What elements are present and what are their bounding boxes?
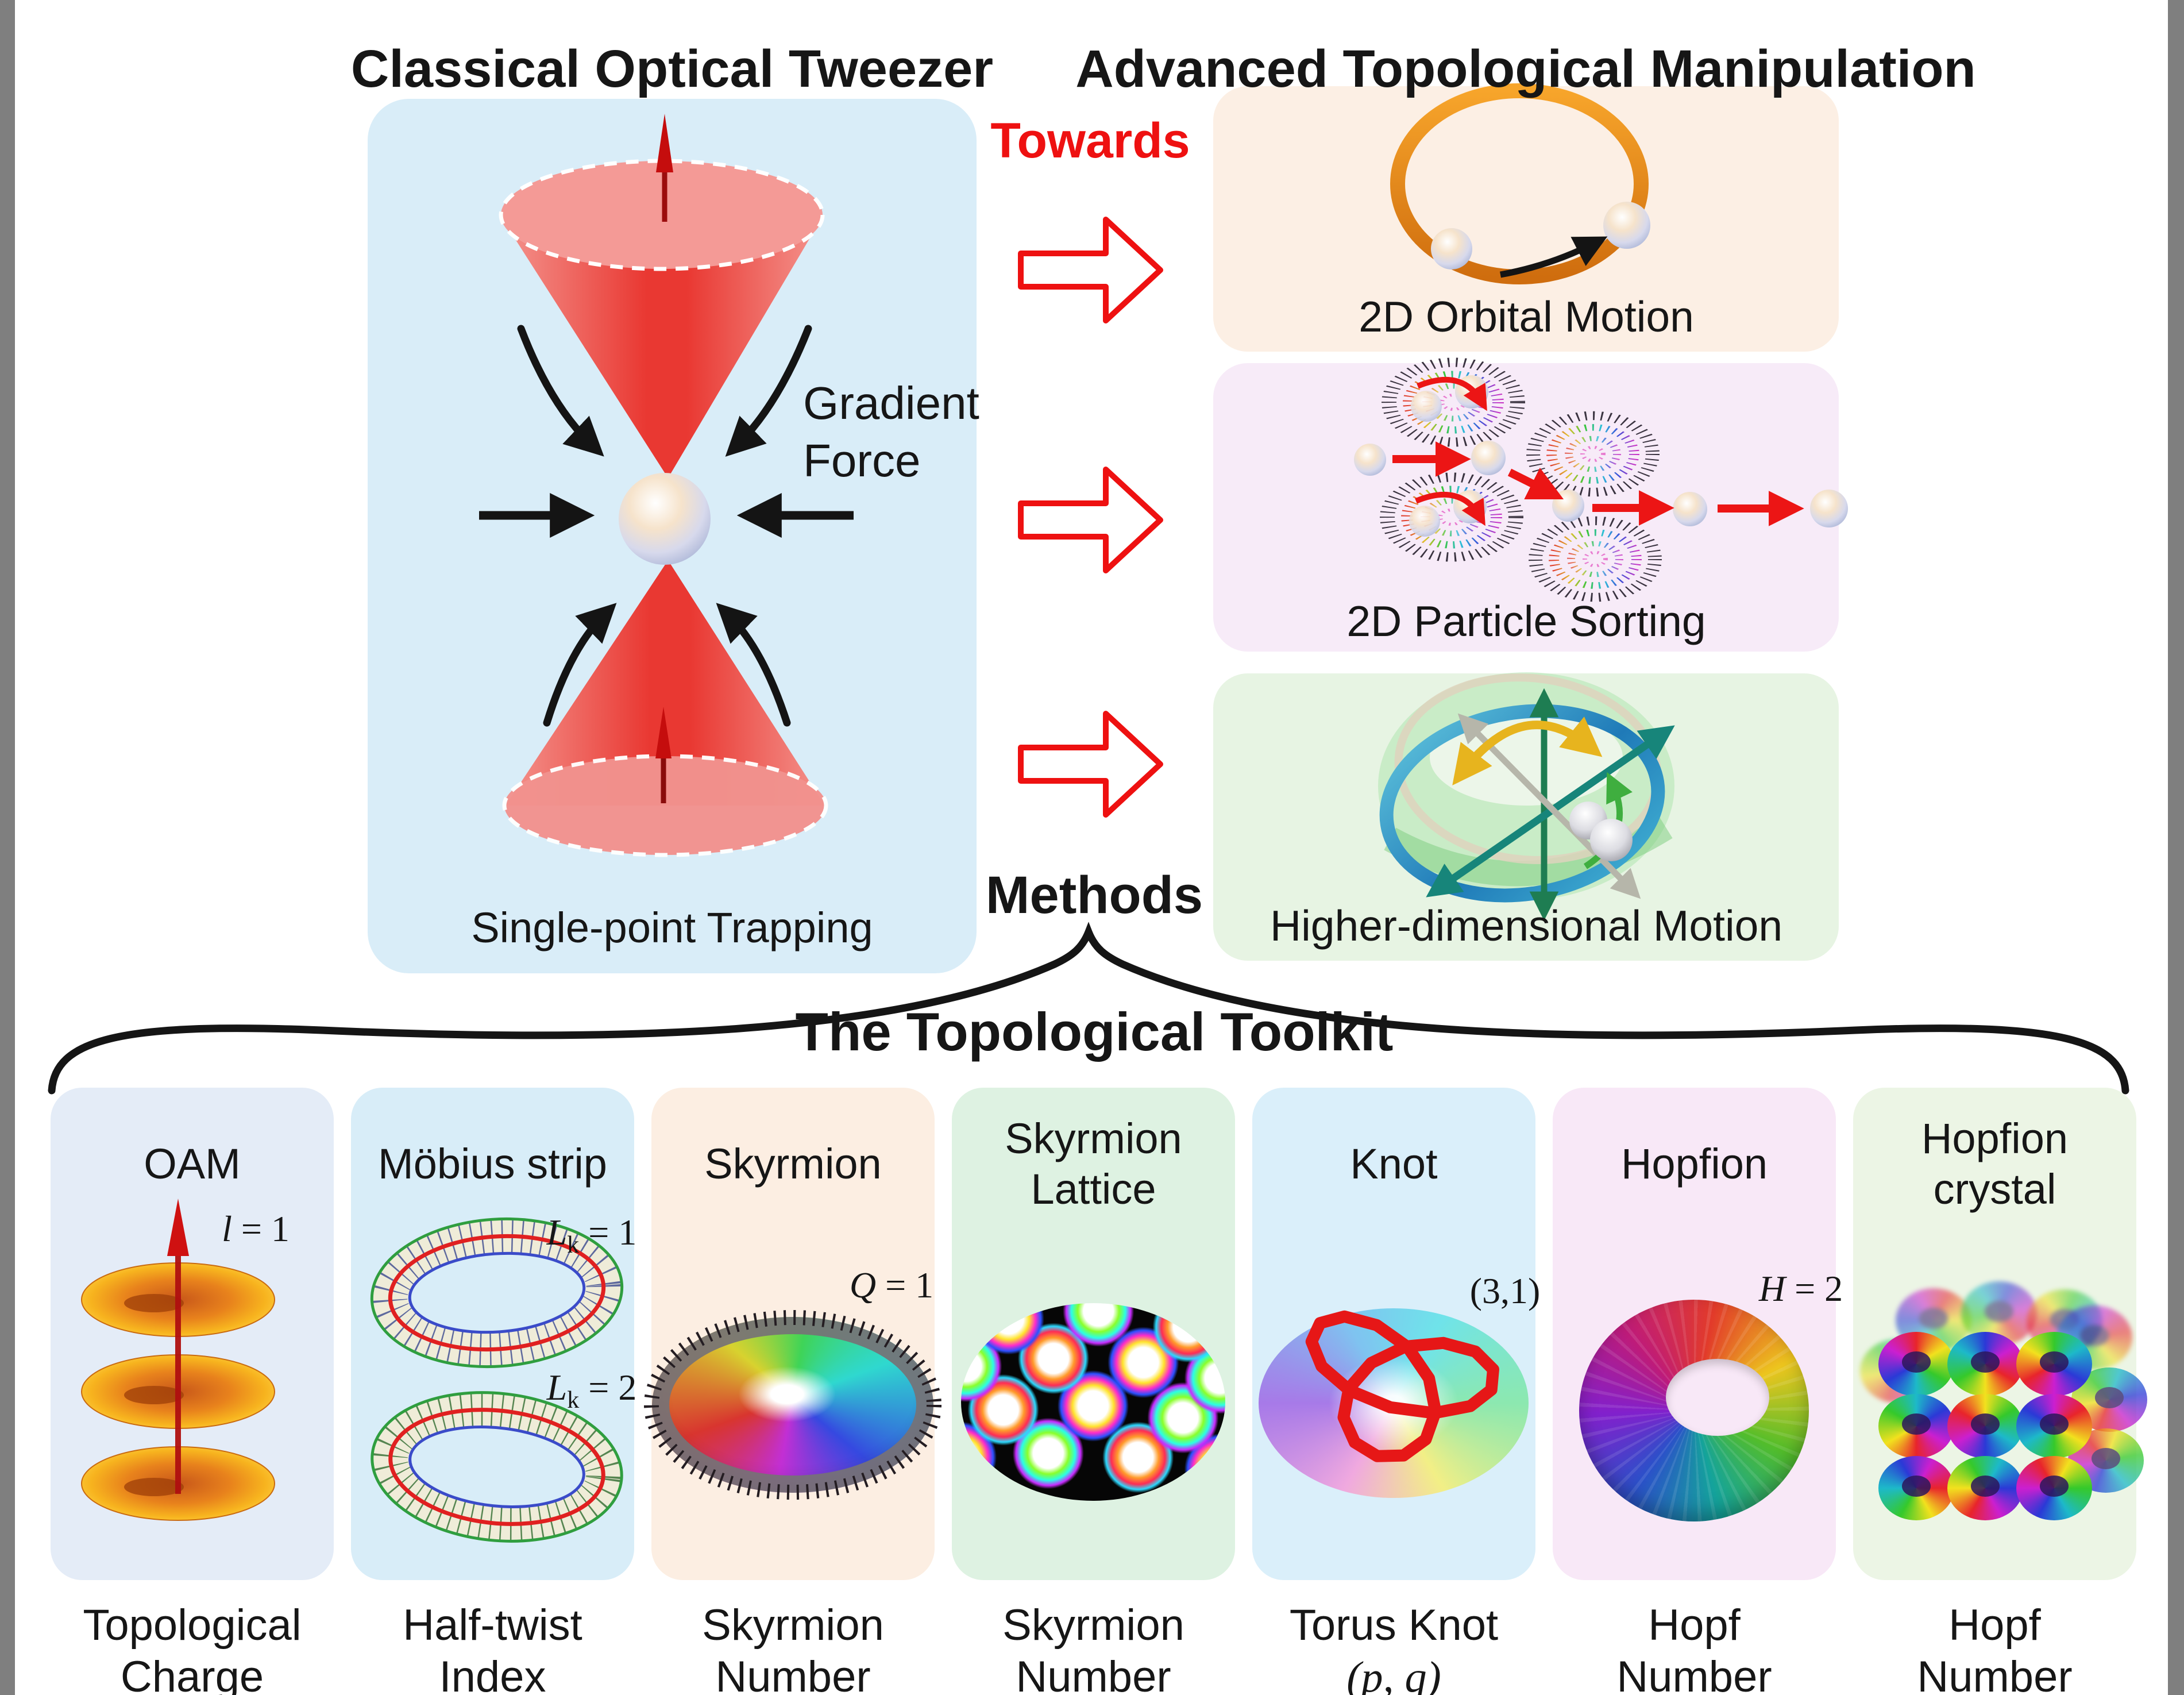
hopfion-torus-hole — [1666, 1359, 1769, 1436]
page-title-left: Classical Optical Tweezer — [350, 39, 994, 98]
crystal-torus-icon — [1878, 1456, 1954, 1520]
caption-half-twist-index: Half-twist Index — [403, 1601, 582, 1695]
crystal-torus-icon — [1947, 1456, 2023, 1520]
panel-name-skyrmion: Skyrmion — [704, 1140, 882, 1188]
skyrmion-disk-graphic — [652, 1317, 933, 1493]
caption-topological-charge: Topological Charge — [83, 1601, 302, 1695]
crystal-torus-icon — [1947, 1394, 2023, 1458]
crystal-torus-icon — [1947, 1332, 2023, 1396]
single-point-trapping-panel — [368, 99, 977, 973]
left-border-bar — [0, 0, 15, 1695]
panel-name-hopfion: Hopfion — [1620, 1140, 1768, 1188]
panel-name-oam: OAM — [144, 1140, 241, 1188]
caption-skyrmion-number: Skyrmion Number — [702, 1601, 884, 1695]
panel-name-mobius: Möbius strip — [378, 1140, 607, 1188]
towards-arrow-icon — [1018, 217, 1163, 818]
caption-torus-knot: Torus Knot (p, q) — [1289, 1601, 1499, 1695]
toolkit-title: The Topological Toolkit — [795, 1001, 1394, 1062]
towards-label: Towards — [990, 113, 1190, 168]
knot-background-graphic — [1259, 1308, 1529, 1498]
crystal-torus-icon — [1878, 1332, 1954, 1396]
caption-hopf-number-2: Hopf Number — [1917, 1601, 2073, 1695]
skyrmion-lattice-graphic — [961, 1303, 1225, 1501]
caption-hopf-number: Hopf Number — [1616, 1601, 1772, 1695]
crystal-torus-icon — [2016, 1456, 2092, 1520]
panel-name-knot: Knot — [1350, 1140, 1438, 1188]
right-border-bar — [2168, 0, 2184, 1695]
annotation-linking-number-2: Lk = 2 — [546, 1367, 637, 1413]
crystal-torus-icon — [1878, 1394, 1954, 1458]
crystal-torus-icon — [2016, 1332, 2092, 1396]
particle-sorting-label: 2D Particle Sorting — [1346, 597, 1706, 645]
annotation-skyrmion-number: Q = 1 — [849, 1265, 934, 1305]
orbital-motion-label: 2D Orbital Motion — [1359, 292, 1694, 341]
methods-label: Methods — [985, 866, 1203, 924]
annotation-torus-knot-31: (3,1) — [1469, 1270, 1541, 1311]
page-title-right: Advanced Topological Manipulation — [1075, 39, 1976, 98]
annotation-hopf-number: H = 2 — [1758, 1268, 1843, 1309]
single-point-trapping-label: Single-point Trapping — [471, 904, 873, 951]
crystal-torus-icon — [2016, 1394, 2092, 1458]
higher-dimensional-label: Higher-dimensional Motion — [1270, 902, 1783, 950]
gradient-force-label: Gradient Force — [803, 377, 979, 486]
annotation-linking-number-1: Lk = 1 — [546, 1212, 637, 1258]
panel-name-hopfion-crystal: Hopfion crystal — [1921, 1115, 2069, 1213]
annotation-topological-charge: l = 1 — [222, 1208, 290, 1249]
caption-skyrmion-number-2: Skyrmion Number — [1002, 1601, 1184, 1695]
panel-name-skyrmion-lattice: Skyrmion Lattice — [1005, 1115, 1182, 1213]
